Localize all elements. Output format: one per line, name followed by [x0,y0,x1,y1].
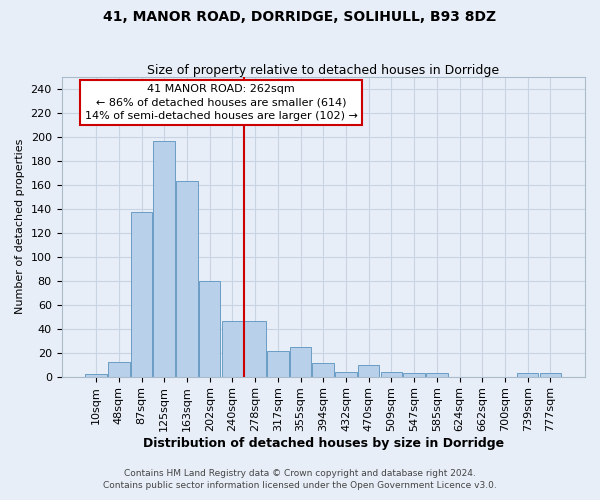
Bar [517,373,538,376]
Bar [426,373,448,376]
Text: Contains HM Land Registry data © Crown copyright and database right 2024.
Contai: Contains HM Land Registry data © Crown c… [103,468,497,490]
Y-axis label: Number of detached properties: Number of detached properties [15,139,25,314]
Bar [380,372,402,376]
Bar [290,346,311,376]
Bar [108,362,130,376]
Bar [244,322,266,376]
Bar [313,364,334,376]
Bar [358,364,379,376]
Bar [131,212,152,376]
Bar [335,372,357,376]
Bar [403,373,425,376]
Bar [267,352,289,376]
Bar [176,182,198,376]
Text: 41, MANOR ROAD, DORRIDGE, SOLIHULL, B93 8DZ: 41, MANOR ROAD, DORRIDGE, SOLIHULL, B93 … [103,10,497,24]
Bar [199,280,220,376]
Text: 41 MANOR ROAD: 262sqm
← 86% of detached houses are smaller (614)
14% of semi-det: 41 MANOR ROAD: 262sqm ← 86% of detached … [85,84,358,121]
Bar [221,322,243,376]
X-axis label: Distribution of detached houses by size in Dorridge: Distribution of detached houses by size … [143,437,504,450]
Title: Size of property relative to detached houses in Dorridge: Size of property relative to detached ho… [147,64,499,77]
Bar [85,374,107,376]
Bar [154,140,175,376]
Bar [539,373,561,376]
